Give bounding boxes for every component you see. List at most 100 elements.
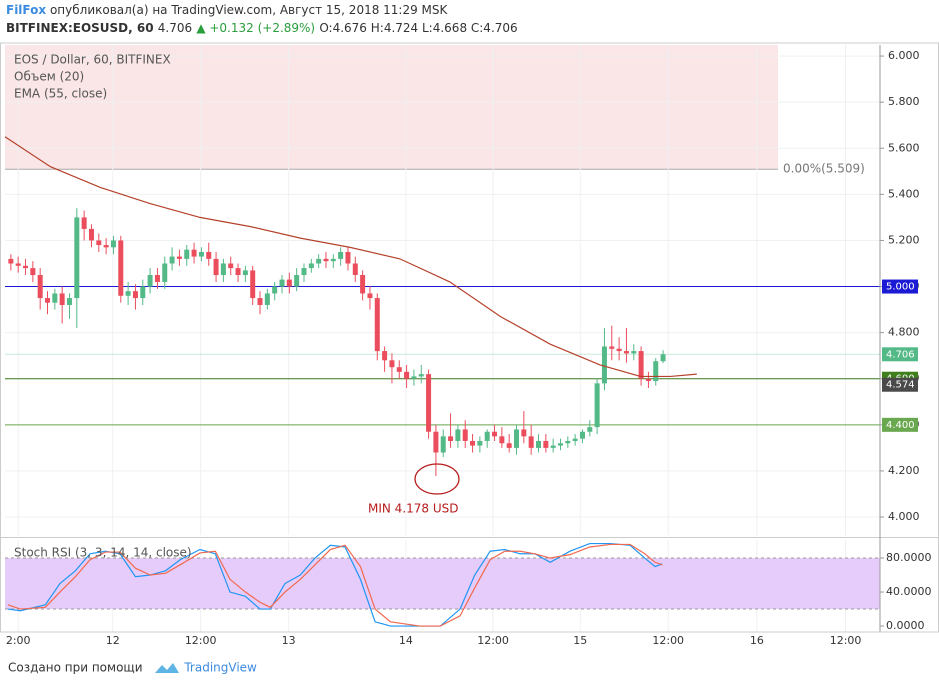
candle-body — [59, 293, 65, 305]
candle-body — [411, 376, 417, 379]
candle-body — [484, 431, 490, 441]
candle-body — [45, 298, 51, 303]
candle-body — [132, 291, 138, 299]
y-tick-label: 5.400 — [888, 187, 920, 200]
x-tick-label: 13 — [282, 634, 296, 647]
stoch-title: Stoch RSI (3, 3, 14, 14, close) — [14, 546, 192, 560]
candle-body — [162, 263, 168, 282]
y-tick-label: 0.0000 — [886, 619, 925, 632]
x-tick-label: 12:00 — [830, 634, 862, 647]
level-tag — [882, 377, 918, 392]
candle-body — [294, 275, 300, 287]
candle-body — [499, 436, 505, 444]
candle-body — [448, 436, 454, 441]
author[interactable]: FilFox — [6, 3, 47, 17]
candle-body — [587, 427, 593, 432]
level-label: 4.400 — [886, 420, 915, 431]
y-tick-label: 4.800 — [888, 326, 920, 339]
brand[interactable]: TradingView — [184, 660, 257, 675]
x-tick-label: 12 — [106, 634, 120, 647]
stoch-line — [7, 543, 663, 627]
candle-body — [382, 351, 388, 361]
x-tick-label: 14 — [399, 634, 413, 647]
change: ▲ +0.132 (+2.89%) — [196, 21, 316, 35]
y-tick-label: 5.600 — [888, 141, 920, 154]
made-with: Создано при помощи — [8, 660, 143, 675]
candle-body — [96, 240, 102, 246]
candle-body — [242, 270, 248, 276]
candle-body — [191, 249, 197, 257]
candle-body — [147, 275, 153, 287]
candle-body — [550, 445, 556, 448]
candle-body — [623, 351, 629, 354]
x-tick-label: 16 — [750, 634, 764, 647]
min-annotation: MIN 4.178 USD — [368, 502, 459, 516]
x-tick-label: 15 — [573, 634, 587, 647]
candle-body — [601, 346, 607, 384]
candle-body — [660, 354, 666, 362]
level-tag — [882, 417, 918, 432]
candle-body — [286, 279, 292, 287]
y-tick-label: 4.000 — [888, 510, 920, 523]
chart: 0.00%(5.509)4.0004.2004.4004.6004.8005.0… — [0, 42, 939, 647]
candle-body — [367, 293, 373, 299]
last-price: 4.706 — [157, 21, 193, 35]
candle-body — [521, 429, 527, 437]
min-circle — [414, 463, 460, 495]
legend-entry: EMA (55, close) — [14, 87, 107, 101]
candle-body — [345, 251, 351, 264]
x-tick-label: 12:00 — [477, 634, 509, 647]
candle-body — [440, 436, 446, 453]
candle-body — [579, 431, 585, 439]
ema-line — [4, 136, 697, 378]
candle-body — [404, 371, 410, 379]
y-tick-label: 5.200 — [888, 233, 920, 246]
candle-body — [492, 431, 498, 437]
candle-body — [169, 256, 175, 264]
candle-body — [330, 258, 336, 262]
candle-body — [308, 263, 314, 269]
candle-body — [418, 374, 424, 377]
level-label: 4.706 — [886, 349, 915, 360]
candle-body — [557, 443, 563, 446]
candle-body — [140, 286, 146, 299]
candle-body — [264, 293, 270, 305]
y-tick-label: 5.800 — [888, 95, 920, 108]
level-label: 5.000 — [886, 282, 915, 293]
candle-body — [426, 374, 432, 432]
candle-body — [455, 429, 461, 441]
candle-body — [74, 217, 80, 299]
candle-body — [462, 429, 468, 441]
candle-body — [374, 298, 380, 352]
publish-line: FilFox опубликовал(а) на TradingView.com… — [6, 3, 447, 17]
candle-body — [360, 275, 366, 294]
candle-body — [352, 263, 358, 276]
candle-body — [206, 251, 212, 259]
candle-body — [433, 431, 439, 453]
candle-body — [396, 367, 402, 372]
candle-body — [338, 251, 344, 259]
candle-body — [272, 286, 278, 294]
y-tick-label: 4.200 — [888, 464, 920, 477]
candle-body — [52, 293, 58, 303]
candle-body — [81, 217, 87, 229]
candle-body — [389, 360, 395, 368]
candle-body — [645, 378, 651, 382]
candle-body — [543, 440, 549, 448]
ohlc: O:4.676 H:4.724 L:4.668 C:4.706 — [319, 21, 518, 35]
x-tick-label: 12:00 — [185, 634, 217, 647]
x-tick-label: 12:00 — [652, 634, 684, 647]
candle-body — [616, 348, 622, 352]
symbol-line: BITFINEX:EOSUSD, 60 4.706 ▲ +0.132 (+2.8… — [6, 21, 518, 35]
candle-body — [536, 440, 542, 448]
candle-body — [30, 268, 36, 276]
candle-body — [514, 429, 520, 448]
candle-body — [66, 298, 72, 305]
candle-body — [323, 258, 329, 262]
candle-body — [125, 291, 131, 296]
candle-body — [572, 438, 578, 441]
candle-body — [594, 383, 600, 428]
candle-body — [638, 351, 644, 379]
candle-body — [118, 240, 124, 296]
